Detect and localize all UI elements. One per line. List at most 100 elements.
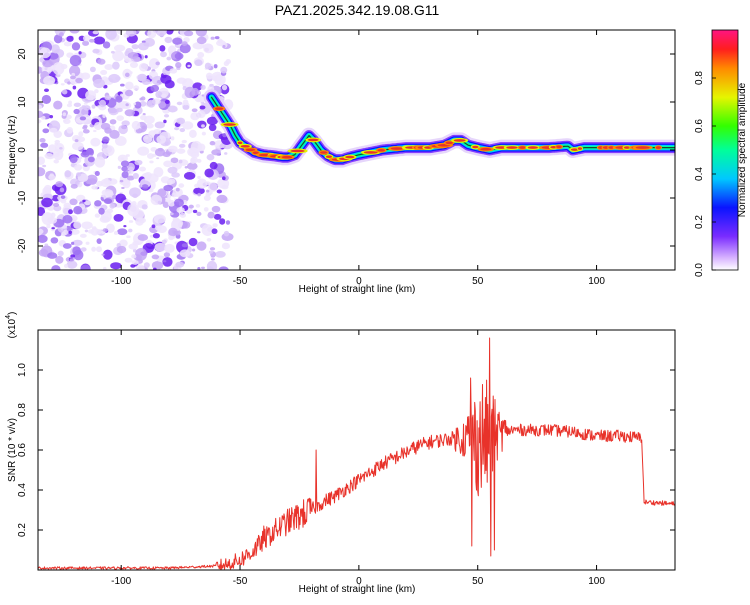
noise-blob — [150, 84, 160, 92]
noise-blob — [94, 89, 99, 94]
noise-blob — [54, 139, 61, 144]
noise-blob — [91, 246, 97, 252]
noise-blob — [176, 148, 186, 154]
noise-blob — [183, 36, 190, 43]
noise-blob — [152, 233, 160, 239]
noise-blob — [124, 89, 134, 97]
noise-blob — [190, 140, 202, 153]
noise-blob — [72, 246, 81, 256]
noise-blob — [72, 141, 84, 151]
noise-blob — [59, 187, 65, 193]
noise-blob — [116, 115, 125, 121]
noise-blob — [154, 242, 167, 252]
noise-blob — [38, 206, 46, 217]
spectrogram-x-axis-label: Height of straight line (km) — [299, 284, 416, 295]
noise-blob — [206, 260, 218, 270]
figure-title: PAZ1.2025.342.19.08.G11 — [275, 2, 440, 18]
noise-blob — [129, 61, 138, 69]
noise-blob — [189, 129, 197, 139]
noise-blob — [175, 261, 185, 268]
noise-blob — [167, 166, 178, 174]
noise-blob — [115, 95, 123, 103]
noise-blob — [131, 120, 141, 130]
noise-blob — [117, 165, 122, 169]
noise-blob — [79, 233, 87, 238]
noise-blob — [38, 110, 44, 118]
noise-blob — [201, 224, 214, 237]
noise-blob — [211, 228, 218, 235]
noise-blob — [207, 192, 212, 196]
noise-blob — [149, 160, 154, 164]
noise-blob — [102, 41, 111, 49]
noise-blob — [155, 91, 163, 99]
ridge-hotspot-core — [655, 146, 661, 149]
noise-blob — [124, 72, 130, 78]
noise-blob — [170, 136, 175, 141]
noise-blob — [127, 203, 140, 217]
noise-blob — [126, 235, 131, 239]
noise-blob — [94, 170, 100, 177]
noise-blob — [142, 134, 153, 144]
noise-blob — [143, 262, 150, 268]
noise-blob — [175, 61, 182, 69]
noise-blob — [100, 194, 105, 198]
noise-blob — [169, 212, 174, 216]
noise-blob — [214, 73, 226, 86]
noise-blob — [141, 125, 146, 130]
colorbar-label: Normalized spectral amplitude — [737, 82, 748, 217]
noise-blob — [155, 61, 161, 66]
noise-blob — [221, 84, 228, 91]
noise-blob — [221, 184, 229, 190]
noise-blob — [188, 237, 198, 247]
noise-blob — [161, 93, 167, 99]
noise-blob — [201, 131, 206, 136]
ridge-hotspot-core — [608, 146, 615, 149]
noise-blob — [174, 52, 184, 60]
noise-blob — [72, 135, 81, 143]
noise-blob — [162, 201, 170, 209]
noise-blob — [209, 141, 216, 146]
snr-scale-base: (x10 — [7, 318, 18, 338]
noise-blob — [109, 129, 120, 139]
noise-blob — [68, 230, 73, 235]
noise-blob — [49, 173, 54, 177]
signal-ridge — [203, 89, 675, 168]
noise-blob — [147, 30, 157, 39]
noise-blob — [68, 209, 73, 215]
noise-blob — [194, 59, 203, 67]
noise-blob — [42, 60, 53, 68]
noise-blob — [73, 221, 82, 229]
noise-blob — [208, 124, 217, 132]
noise-blob — [204, 168, 214, 178]
noise-blob — [49, 114, 54, 119]
noise-blob — [38, 119, 42, 124]
noise-blob — [158, 101, 167, 109]
noise-blob — [53, 34, 63, 44]
noise-blob — [151, 153, 157, 158]
noise-blob — [66, 260, 78, 269]
noise-blob — [157, 188, 167, 197]
noise-blob — [206, 189, 210, 193]
noise-blob — [44, 243, 49, 246]
ridge-hotspot-core — [519, 146, 526, 149]
noise-blob — [156, 157, 160, 160]
noise-blob — [112, 61, 120, 70]
noise-blob — [139, 97, 143, 101]
noise-blob — [203, 207, 209, 212]
noise-blob — [48, 52, 59, 60]
noise-blob — [162, 257, 173, 267]
noise-blob — [85, 241, 90, 245]
noise-blob — [222, 176, 226, 181]
noise-blob — [93, 129, 97, 133]
noise-blob — [221, 242, 231, 250]
noise-blob — [182, 99, 189, 106]
noise-blob — [165, 30, 174, 35]
snr-y-ticks: 0.2 0.4 0.6 0.8 1.0 — [17, 363, 675, 537]
noise-blob — [85, 90, 97, 101]
noise-blob — [192, 209, 198, 214]
noise-blob — [196, 158, 202, 163]
noise-blob — [153, 214, 166, 224]
noise-blob — [200, 266, 206, 270]
